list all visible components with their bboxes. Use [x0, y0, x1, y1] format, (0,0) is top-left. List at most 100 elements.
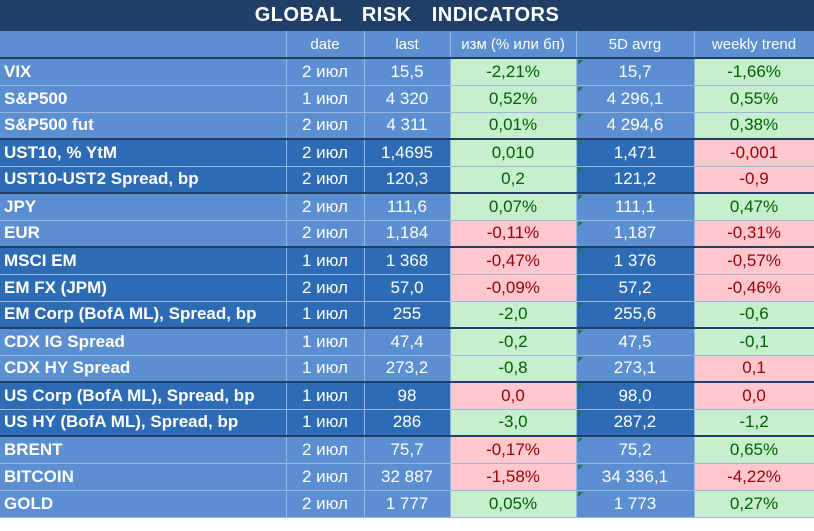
change-cell-text: 0,05% — [488, 493, 538, 513]
date-cell-text: 2 июл — [302, 142, 348, 162]
table-body: GLOBAL RISK INDICATORS date last изм (% … — [0, 0, 814, 518]
weekly-trend-cell-text: -0,31% — [727, 223, 781, 243]
indicator-name-text: EUR — [4, 223, 40, 243]
date-cell: 2 июл — [286, 220, 365, 248]
five-day-average-cell: 34 336,1 — [576, 463, 695, 491]
change-cell: 0,52% — [450, 85, 577, 113]
table-row: JPY 2 июл 111,6 0,07% 111,1 0,47% — [0, 192, 814, 221]
indicator-name-text: UST10, % YtM — [4, 142, 118, 162]
weekly-trend-cell: -0,6 — [694, 301, 814, 329]
change-cell-text: 0,2 — [501, 169, 525, 189]
last-value-cell-text: 286 — [392, 412, 422, 432]
five-day-average-cell-text: 15,7 — [618, 61, 652, 81]
last-value-cell: 98 — [364, 381, 451, 410]
change-cell: -0,8 — [450, 355, 577, 383]
date-cell-text: 2 июл — [302, 61, 348, 81]
weekly-trend-cell-text: 0,55% — [729, 88, 779, 108]
weekly-trend-cell: -1,2 — [694, 409, 814, 437]
header-row: date last изм (% или бп) 5D avrg weekly … — [0, 31, 814, 59]
date-cell: 2 июл — [286, 463, 365, 491]
last-value-cell: 32 887 — [364, 463, 451, 491]
change-cell: -0,2 — [450, 327, 577, 356]
weekly-trend-cell-text: -1,2 — [739, 412, 769, 432]
change-cell: 0,05% — [450, 490, 577, 518]
five-day-average-cell: 4 294,6 — [576, 112, 695, 140]
five-day-average-cell: 1,187 — [576, 220, 695, 248]
table-row: US Corp (BofA ML), Spread, bp 1 июл 98 0,0 9… — [0, 381, 814, 410]
last-value-cell: 1 368 — [364, 246, 451, 275]
indicator-name-text: JPY — [4, 196, 37, 216]
header-date: date — [286, 31, 365, 59]
last-value-cell-text: 273,2 — [385, 358, 429, 378]
table-row: MSCI EM 1 июл 1 368 -0,47% 1 376 -0,57% — [0, 246, 814, 275]
five-day-average-cell-text: 57,2 — [618, 277, 652, 297]
date-cell-text: 2 июл — [302, 277, 348, 297]
change-cell: -1,58% — [450, 463, 577, 491]
indicator-name: MSCI EM — [0, 246, 287, 275]
last-value-cell: 4 311 — [364, 112, 451, 140]
weekly-trend-cell: -0,31% — [694, 220, 814, 248]
weekly-trend-cell: 0,65% — [694, 435, 814, 464]
date-cell-text: 2 июл — [302, 439, 348, 459]
change-cell-text: -3,0 — [498, 412, 528, 432]
date-cell: 2 июл — [286, 192, 365, 221]
weekly-trend-cell: -0,57% — [694, 246, 814, 275]
change-cell-text: 0,01% — [488, 115, 538, 135]
change-cell-text: -0,2 — [498, 331, 528, 351]
change-cell-text: -0,11% — [486, 223, 540, 243]
date-cell: 2 июл — [286, 490, 365, 518]
last-value-cell-text: 120,3 — [385, 169, 429, 189]
cell-comment-marker-icon — [577, 464, 583, 470]
indicator-name-text: S&P500 — [4, 88, 68, 108]
date-cell: 1 июл — [286, 85, 365, 113]
cell-comment-marker-icon — [577, 141, 583, 146]
last-value-cell: 57,0 — [364, 274, 451, 302]
five-day-average-cell: 75,2 — [576, 435, 695, 464]
change-cell-text: 0,52% — [488, 88, 538, 108]
weekly-trend-cell: -4,22% — [694, 463, 814, 491]
last-value-cell-text: 111,6 — [386, 196, 428, 216]
weekly-trend-cell: -0,9 — [694, 166, 814, 194]
indicator-name: EUR — [0, 220, 287, 248]
last-value-cell: 75,7 — [364, 435, 451, 464]
cell-comment-marker-icon — [577, 113, 583, 119]
weekly-trend-cell-text: 0,65% — [729, 439, 779, 459]
cell-comment-marker-icon — [577, 302, 583, 308]
weekly-trend-cell-text: -0,1 — [739, 331, 769, 351]
five-day-average-cell: 47,5 — [576, 327, 695, 356]
date-cell-text: 2 июл — [302, 169, 348, 189]
cell-comment-marker-icon — [577, 356, 583, 362]
risk-indicators-table: GLOBAL RISK INDICATORS date last изм (% … — [0, 0, 814, 518]
date-cell: 1 июл — [286, 246, 365, 275]
indicator-name: UST10-UST2 Spread, bp — [0, 166, 287, 194]
last-value-cell: 111,6 — [364, 192, 451, 221]
cell-comment-marker-icon — [577, 167, 583, 173]
date-cell-text: 2 июл — [302, 115, 348, 135]
indicator-name-text: UST10-UST2 Spread, bp — [4, 169, 199, 189]
five-day-average-cell: 57,2 — [576, 274, 695, 302]
weekly-trend-cell: 0,38% — [694, 112, 814, 140]
weekly-trend-cell-text: 0,38% — [729, 115, 779, 135]
indicator-name: EM Corp (BofA ML), Spread, bp — [0, 301, 287, 329]
weekly-trend-cell-text: -0,46% — [727, 277, 781, 297]
indicator-name: BRENT — [0, 435, 287, 464]
cell-comment-marker-icon — [577, 86, 583, 92]
last-value-cell-text: 1 777 — [385, 493, 429, 513]
cell-comment-marker-icon — [577, 491, 583, 497]
five-day-average-cell: 1 773 — [576, 490, 695, 518]
change-cell: -2,0 — [450, 301, 577, 329]
weekly-trend-cell: 0,1 — [694, 355, 814, 383]
cell-comment-marker-icon — [577, 195, 583, 200]
weekly-trend-cell: 0,0 — [694, 381, 814, 410]
change-cell-text: 0,07% — [488, 196, 538, 216]
header-change: изм (% или бп) — [450, 31, 577, 59]
last-value-cell: 273,2 — [364, 355, 451, 383]
date-cell: 2 июл — [286, 57, 365, 86]
last-value-cell-text: 4 320 — [385, 88, 429, 108]
last-value-cell: 47,4 — [364, 327, 451, 356]
table-row: EM Corp (BofA ML), Spread, bp 1 июл 255 -2,… — [0, 301, 814, 329]
weekly-trend-cell-text: 0,47% — [729, 196, 779, 216]
change-cell-text: -2,21% — [486, 61, 540, 81]
table-row: CDX IG Spread 1 июл 47,4 -0,2 47,5 -0,1 — [0, 327, 814, 356]
change-cell-text: 0,0 — [501, 385, 525, 405]
